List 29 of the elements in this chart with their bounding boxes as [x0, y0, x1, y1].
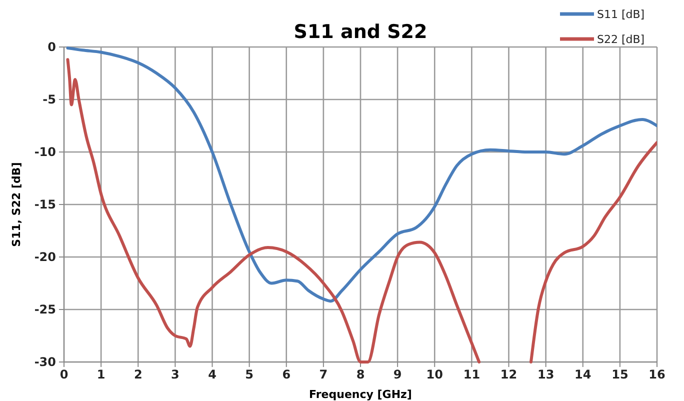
x-tick-label: 15 — [612, 368, 628, 382]
x-tick-label: 11 — [463, 368, 480, 382]
y-tick-label: -20 — [34, 250, 56, 264]
x-tick-label: 16 — [648, 368, 666, 382]
y-axis-title: S11, S22 [dB] — [10, 162, 23, 247]
chart-title: S11 and S22 — [294, 21, 428, 43]
x-tick-label: 6 — [282, 368, 291, 382]
x-tick-label: 13 — [537, 368, 554, 382]
y-tick-label: -25 — [34, 302, 56, 316]
x-tick-label: 4 — [208, 368, 216, 382]
x-axis-title: Frequency [GHz] — [309, 388, 412, 401]
legend-label: S22 [dB] — [597, 33, 645, 46]
y-tick-label: 0 — [48, 40, 56, 54]
y-tick-label: -10 — [34, 144, 56, 159]
x-tick-label: 10 — [426, 368, 443, 382]
x-tick-label: 5 — [245, 368, 254, 382]
y-tick-label: -5 — [42, 92, 56, 106]
x-tick-label: 1 — [96, 368, 106, 382]
legend-label: S11 [dB] — [597, 8, 645, 21]
y-tick-label: -30 — [34, 354, 56, 369]
x-tick-label: 2 — [134, 368, 142, 382]
x-tick-label: 0 — [60, 368, 68, 382]
x-tick-label: 8 — [356, 368, 365, 382]
x-tick-label: 7 — [319, 368, 328, 382]
x-tick-label: 14 — [574, 368, 592, 382]
y-tick-label: -15 — [34, 197, 56, 212]
x-tick-label: 3 — [171, 368, 180, 382]
x-tick-label: 12 — [500, 368, 518, 382]
x-tick-label: 9 — [393, 368, 402, 382]
